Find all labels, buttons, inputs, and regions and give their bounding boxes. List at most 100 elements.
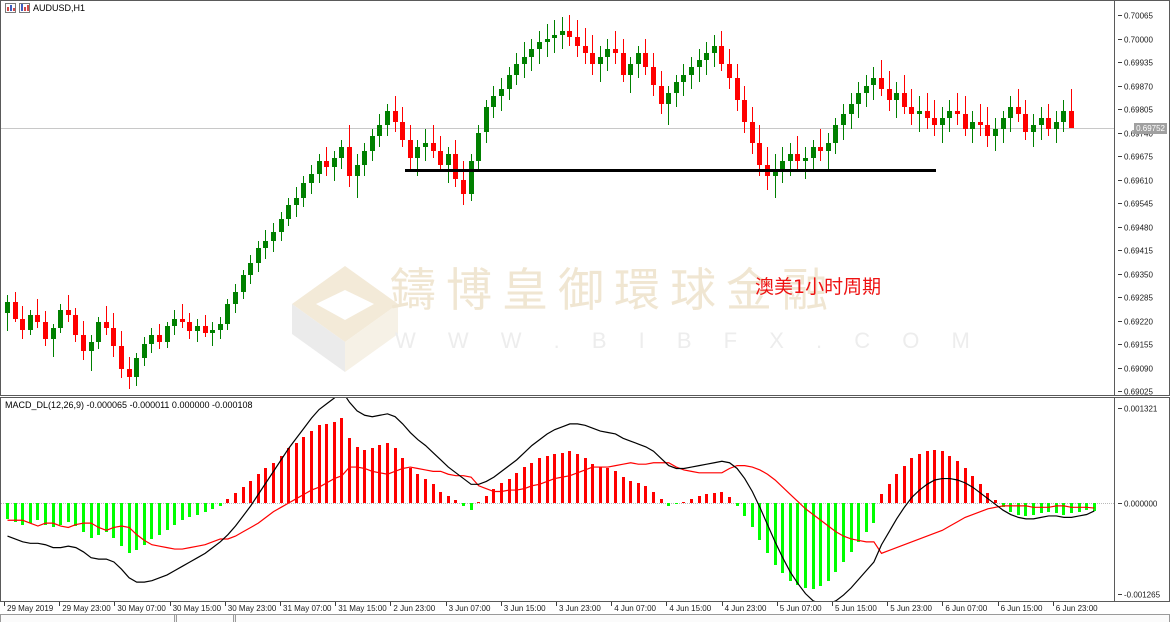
price-axis-tick: 0.69610 (1114, 175, 1169, 186)
price-plot-area[interactable] (1, 1, 1114, 395)
price-axis[interactable]: 0.70065 0.70000 0.69935 0.69870 0.69805 0.697… (1114, 1, 1169, 396)
candle-body (635, 52, 641, 64)
macd-histogram-bar (431, 484, 435, 503)
time-axis-label: 31 May 15:00 (338, 604, 387, 613)
candle-body (673, 81, 679, 93)
macd-histogram-bar (332, 422, 336, 503)
macd-histogram-bar (279, 455, 283, 503)
candle-body (392, 110, 398, 122)
candle-body (271, 231, 276, 241)
candle-body (689, 67, 694, 75)
price-axis-tick: 0.69935 (1114, 57, 1169, 68)
candle-body (1015, 107, 1021, 115)
time-axis-label: 2 Jun 23:00 (393, 604, 436, 613)
macd-histogram-bar (492, 488, 496, 503)
macd-histogram-bar (766, 503, 769, 554)
candlestick-icon[interactable] (19, 3, 30, 13)
macd-histogram-bar (226, 498, 230, 503)
candle-wick (326, 146, 328, 176)
macd-histogram-bar (811, 503, 815, 590)
macd-histogram-bar (112, 503, 116, 538)
candle-body (202, 325, 208, 334)
time-axis-tick (832, 602, 833, 606)
time-axis-label: 6 Jun 07:00 (945, 604, 988, 613)
taskbar-segment[interactable] (0, 615, 175, 622)
time-axis-label: 31 May 07:00 (283, 604, 332, 613)
time-axis-label: 29 May 23:00 (62, 604, 111, 613)
support-trendline[interactable] (405, 168, 936, 172)
macd-histogram-bar (158, 503, 161, 535)
price-axis-tick: 0.70000 (1114, 34, 1169, 45)
macd-histogram-bar (720, 491, 724, 503)
candle-body (339, 146, 345, 158)
candle-body (423, 143, 428, 147)
candle-body (704, 52, 710, 61)
macd-histogram-bar (424, 478, 427, 503)
time-axis-label: 3 Jun 07:00 (448, 604, 491, 613)
time-axis-tick (611, 602, 613, 606)
time-axis-tick (4, 602, 5, 606)
macd-histogram-bar (173, 503, 177, 525)
candle-wick (919, 96, 920, 133)
macd-histogram-bar (264, 468, 268, 503)
candle-body (506, 74, 512, 90)
macd-histogram-bar (196, 503, 199, 515)
candle-body (179, 318, 185, 323)
macd-histogram-bar (310, 431, 313, 503)
taskbar-segment[interactable] (176, 615, 234, 622)
macd-histogram-bar (994, 500, 997, 503)
price-axis-tick: 0.69155 (1114, 339, 1169, 350)
candle-body (871, 78, 877, 86)
macd-axis-tick: 0.000000 (1114, 498, 1169, 509)
taskbar[interactable] (0, 614, 1170, 622)
candle-body (111, 327, 117, 346)
macd-plot-area[interactable] (1, 398, 1114, 601)
candle-body (1069, 110, 1074, 129)
candle-body (856, 92, 862, 104)
candle-body (407, 139, 413, 158)
macd-axis[interactable]: 0.001321 0.000000 -0.001265 (1114, 398, 1169, 601)
bar-chart-icon[interactable] (5, 3, 16, 13)
time-axis-label: 4 Jun 23:00 (724, 604, 767, 613)
candle-body (58, 309, 64, 328)
time-axis-tick (59, 602, 61, 606)
candle-wick (90, 334, 92, 372)
candle-body (658, 85, 664, 104)
time-axis-label: 6 Jun 23:00 (1055, 604, 1098, 613)
macd-histogram-bar (933, 449, 937, 503)
candle-body (917, 110, 922, 115)
candle-wick (356, 154, 358, 198)
candle-body (742, 99, 748, 122)
candle-body (879, 78, 884, 90)
candle-body (141, 344, 147, 359)
macd-histogram-bar (393, 448, 397, 503)
taskbar-segment[interactable] (235, 615, 1170, 622)
candle-body (894, 92, 900, 100)
macd-histogram-bar (36, 503, 40, 521)
macd-indicator-pane[interactable]: MACD_DL(12,26,9) -0.000065 -0.000011 0.0… (0, 397, 1170, 602)
macd-histogram-bar (728, 497, 731, 503)
macd-histogram-bar (249, 481, 253, 503)
macd-histogram-bar (621, 477, 625, 503)
candle-body (597, 56, 603, 64)
price-chart-pane[interactable]: AUDUSD,H1 0.70065 0.70000 0.69935 0.69870 0.… (0, 0, 1170, 396)
candle-body (1061, 110, 1067, 122)
candle-body (20, 318, 26, 330)
candle-body (810, 146, 816, 158)
candle-body (301, 183, 307, 198)
macd-histogram-bar (773, 503, 777, 565)
candle-body (438, 150, 444, 166)
macd-histogram-bar (819, 503, 823, 587)
candle-body (81, 334, 86, 352)
macd-histogram-bar (21, 503, 25, 525)
price-axis-tick: 0.69285 (1114, 292, 1169, 303)
candle-wick (37, 298, 39, 328)
candle-body (993, 128, 998, 137)
macd-histogram-bar (796, 503, 800, 585)
macd-histogram-bar (804, 503, 807, 588)
price-axis-tick: 0.69805 (1114, 104, 1169, 115)
candle-body (909, 107, 915, 115)
candle-body (757, 143, 763, 166)
macd-histogram-bar (401, 458, 405, 503)
